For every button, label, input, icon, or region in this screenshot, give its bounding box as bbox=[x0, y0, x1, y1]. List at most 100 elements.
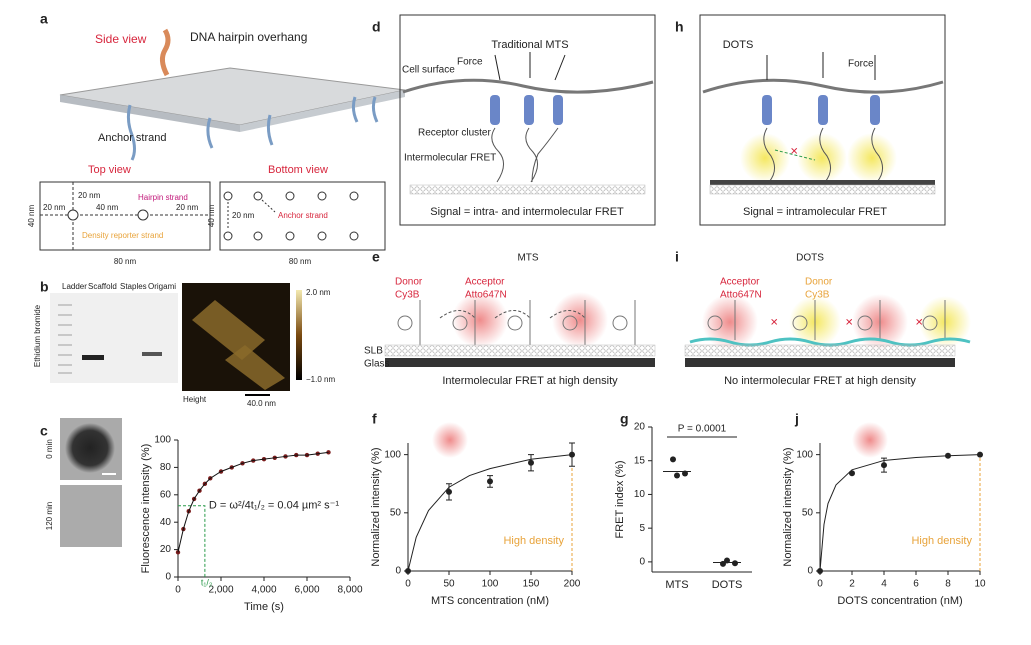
receptors bbox=[762, 95, 880, 125]
svg-text:✕: ✕ bbox=[845, 318, 853, 329]
annotation: D = ω²/4t₁/₂ = 0.04 µm² s⁻¹ bbox=[209, 500, 340, 512]
y-tick-label: 0 bbox=[165, 572, 171, 583]
x-tick-label: 6 bbox=[913, 579, 919, 590]
label: 20 nm bbox=[43, 203, 66, 212]
y-tick-label: 80 bbox=[160, 462, 172, 473]
bleach-spot bbox=[65, 423, 115, 473]
x-tick-label: 4 bbox=[881, 579, 887, 590]
y-tick-label: 60 bbox=[160, 489, 172, 500]
y-tick-label: 0 bbox=[639, 557, 645, 568]
label: 40 nm bbox=[207, 205, 216, 228]
data-point bbox=[528, 459, 534, 466]
y-tick-label: 100 bbox=[796, 449, 813, 460]
data-point bbox=[674, 472, 680, 479]
lane-label: Origami bbox=[148, 282, 176, 291]
label: Cell surface bbox=[402, 65, 455, 76]
origami-edge bbox=[60, 95, 240, 132]
label: DOTS bbox=[723, 39, 754, 51]
svg-text:✕: ✕ bbox=[770, 318, 778, 329]
label: Hairpin strand bbox=[138, 193, 188, 202]
y-axis-label: Fluorescence intensity (%) bbox=[140, 444, 152, 574]
label: 80 nm bbox=[114, 257, 137, 266]
data-point bbox=[405, 568, 411, 574]
anchor-strands bbox=[126, 96, 379, 161]
strand-site bbox=[67, 209, 79, 221]
y-tick-label: 10 bbox=[634, 489, 646, 500]
label: 120 min bbox=[45, 502, 54, 530]
data-point bbox=[724, 557, 730, 564]
panel-letter: h bbox=[675, 19, 684, 35]
label: Intermolecular FRET at high density bbox=[442, 375, 618, 387]
x-tick-label: 10 bbox=[974, 579, 986, 590]
x-axis-label: Time (s) bbox=[244, 601, 284, 613]
acceptor-glow bbox=[452, 292, 508, 348]
x-tick-label: 0 bbox=[175, 585, 181, 596]
panel-c-images: c 0 min 120 min bbox=[40, 418, 122, 547]
panel-h: h DOTS Force ✕ Signal = intramolecular F… bbox=[675, 14, 946, 226]
x-tick-label: 4,000 bbox=[251, 585, 276, 596]
panel-i: i DOTS Acceptor Atto647N Donor Cy3B ✕ ✕ ✕ … bbox=[675, 249, 971, 387]
data-point bbox=[446, 488, 452, 495]
label: 2.0 nm bbox=[306, 288, 331, 297]
y-axis-label: FRET index (%) bbox=[614, 460, 626, 538]
label: 20 nm bbox=[176, 203, 199, 212]
x-tick-label: DOTS bbox=[712, 579, 743, 591]
label: Force bbox=[848, 59, 874, 70]
donor-glow bbox=[740, 133, 790, 183]
label: Acceptor bbox=[465, 277, 505, 288]
panel-box bbox=[699, 14, 946, 226]
label: −1.0 nm bbox=[306, 375, 335, 384]
half-time-label: t₁/₂ bbox=[201, 577, 213, 587]
hairpins bbox=[707, 300, 946, 340]
data-point bbox=[881, 462, 887, 469]
donor-glow bbox=[797, 133, 847, 183]
panel-d: d Traditional MTS Cell surface Force Rec… bbox=[372, 14, 656, 226]
panel-letter: d bbox=[372, 19, 381, 35]
data-point bbox=[817, 568, 823, 574]
lane-label: Scaffold bbox=[88, 282, 117, 291]
acceptor-glow bbox=[702, 294, 758, 350]
label: Anchor strand bbox=[278, 211, 328, 220]
x-tick-label: 8 bbox=[945, 579, 951, 590]
donor-glow bbox=[847, 133, 897, 183]
label: SLB bbox=[364, 346, 383, 357]
y-tick-label: 20 bbox=[634, 422, 646, 433]
glass bbox=[685, 358, 955, 367]
origami-platforms bbox=[710, 180, 935, 185]
data-point bbox=[569, 451, 575, 458]
label: 80 nm bbox=[289, 257, 312, 266]
y-axis-label: Normalized intensity (%) bbox=[782, 447, 794, 566]
annotation: High density bbox=[503, 535, 564, 547]
label: Glass bbox=[364, 359, 390, 370]
cross: ✕ bbox=[790, 147, 798, 158]
afm-origami bbox=[225, 345, 285, 390]
origami-edge bbox=[240, 90, 405, 132]
membrane bbox=[402, 78, 654, 94]
label: Cy3B bbox=[395, 290, 420, 301]
panel-a: a Side view DNA hairpin overhang Anchor … bbox=[27, 11, 406, 266]
tethers bbox=[491, 127, 559, 183]
acceptor-glow bbox=[552, 292, 608, 348]
panel-letter: c bbox=[40, 423, 48, 439]
label: Force bbox=[457, 57, 483, 68]
fret-arrows bbox=[439, 310, 586, 319]
label: Acceptor bbox=[720, 277, 760, 288]
lane-label: Ladder bbox=[62, 282, 87, 291]
y-tick-label: 15 bbox=[634, 455, 646, 466]
data-point bbox=[732, 560, 738, 567]
panel-letter: a bbox=[40, 11, 48, 27]
label: Side view bbox=[95, 32, 147, 46]
top-view-box bbox=[39, 181, 211, 251]
label: 0 min bbox=[45, 439, 54, 459]
x-tick-label: 2,000 bbox=[208, 585, 233, 596]
slb bbox=[384, 344, 656, 357]
ladder-bands bbox=[58, 304, 72, 374]
x-tick-label: MTS bbox=[665, 579, 688, 591]
y-tick-label: 0 bbox=[807, 566, 813, 577]
recovery-line bbox=[177, 451, 329, 553]
anchor-sites bbox=[223, 191, 359, 241]
data-point bbox=[670, 456, 676, 463]
fit-curve bbox=[407, 454, 573, 572]
panel-e: e MTS Donor Cy3B Acceptor Atto647N SLB G… bbox=[364, 249, 656, 387]
